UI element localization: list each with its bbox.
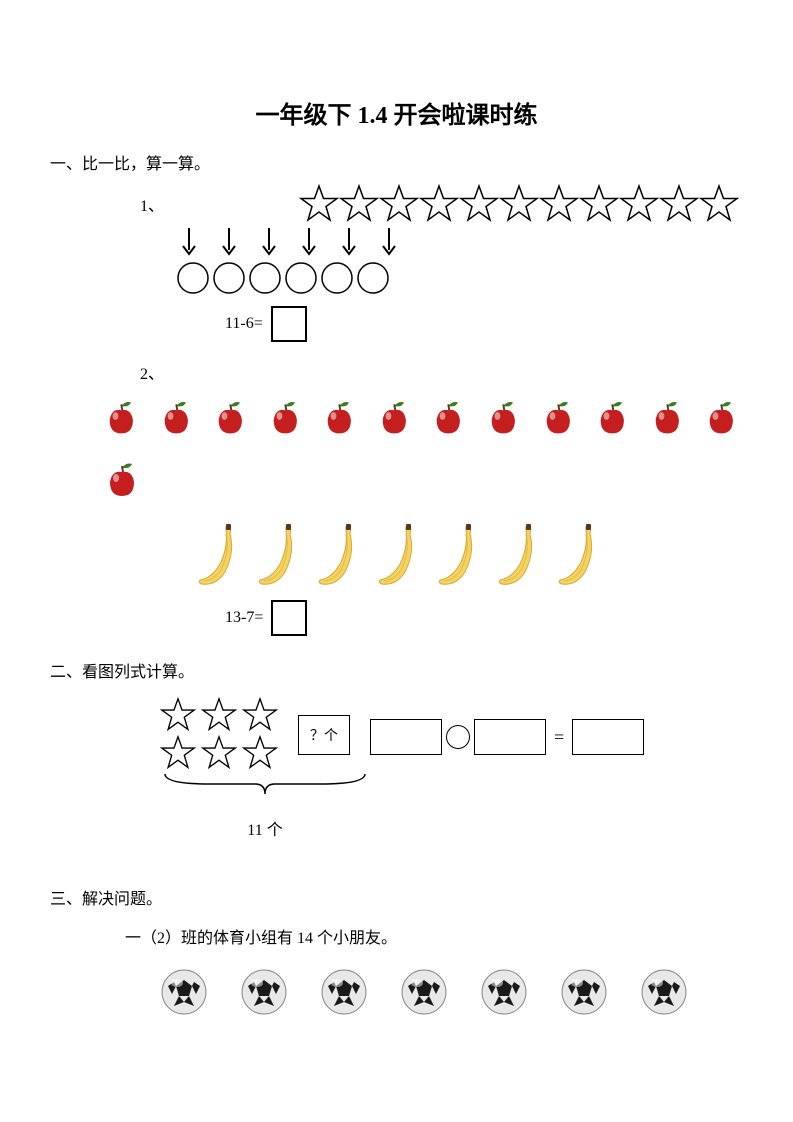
circle-icon	[283, 260, 319, 296]
section3-header: 三、解决问题。	[50, 885, 743, 909]
arrows-row	[180, 226, 743, 258]
page-title: 一年级下 1.4 开会啦课时练	[50, 95, 743, 130]
apple-icon	[318, 394, 361, 438]
star-icon	[499, 184, 539, 224]
op-circle[interactable]	[446, 725, 470, 749]
equation-1: 11-6=	[225, 306, 743, 342]
star-icon	[299, 184, 339, 224]
soccer-ball-icon	[560, 968, 608, 1016]
star-icon	[579, 184, 619, 224]
soccer-ball-icon	[160, 968, 208, 1016]
apple-icon	[209, 394, 252, 438]
apple-icon	[373, 394, 416, 438]
apple-icon	[427, 394, 470, 438]
question-box: ？个	[298, 715, 350, 755]
star-icon	[242, 735, 278, 771]
apple-icon	[482, 394, 525, 438]
apple-icon	[537, 394, 580, 438]
banana-icon	[430, 520, 482, 590]
section2-figure: ？个 =	[160, 697, 743, 771]
apples-row-2	[100, 456, 743, 500]
circle-icon	[175, 260, 211, 296]
bananas-row	[190, 520, 743, 590]
eq-box-3[interactable]	[572, 719, 644, 755]
star-icon	[619, 184, 659, 224]
star-icon	[242, 697, 278, 733]
brace	[160, 769, 743, 804]
star-icon	[160, 735, 196, 771]
star-icon	[379, 184, 419, 224]
answer-box-2[interactable]	[271, 600, 307, 636]
brace-label: 11 个	[160, 816, 370, 840]
soccer-ball-icon	[480, 968, 528, 1016]
star-icon	[539, 184, 579, 224]
stars-row-1	[299, 184, 739, 224]
soccer-ball-icon	[400, 968, 448, 1016]
equation1-text: 11-6=	[225, 315, 263, 333]
banana-icon	[250, 520, 302, 590]
soccer-ball-icon	[640, 968, 688, 1016]
star-icon	[160, 697, 196, 733]
star-icon	[339, 184, 379, 224]
problem2-number: 2、	[140, 360, 743, 384]
apple-icon	[700, 394, 743, 438]
soccer-ball-icon	[240, 968, 288, 1016]
star-icon	[659, 184, 699, 224]
star-icon	[201, 697, 237, 733]
section1-header: 一、比一比，算一算。	[50, 150, 743, 174]
star-icon	[459, 184, 499, 224]
section2-header: 二、看图列式计算。	[50, 658, 743, 682]
banana-icon	[190, 520, 242, 590]
down-arrow-icon	[220, 226, 238, 258]
apple-icon	[100, 456, 144, 500]
down-arrow-icon	[260, 226, 278, 258]
apple-icon	[591, 394, 634, 438]
star-icon	[419, 184, 459, 224]
section3-text: 一（2）班的体育小组有 14 个小朋友。	[125, 924, 743, 948]
answer-box-1[interactable]	[271, 306, 307, 342]
banana-icon	[490, 520, 542, 590]
star-icon	[201, 735, 237, 771]
stars-grid	[160, 697, 278, 771]
eq-box-1[interactable]	[370, 719, 442, 755]
equation2-text: 13-7=	[225, 609, 263, 627]
circles-row	[175, 260, 743, 296]
banana-icon	[370, 520, 422, 590]
circle-icon	[247, 260, 283, 296]
circle-icon	[319, 260, 355, 296]
down-arrow-icon	[380, 226, 398, 258]
circle-icon	[211, 260, 247, 296]
problem1-number: 1、	[140, 192, 164, 216]
down-arrow-icon	[340, 226, 358, 258]
down-arrow-icon	[300, 226, 318, 258]
star-icon	[699, 184, 739, 224]
equals-sign: =	[554, 727, 564, 748]
apple-icon	[264, 394, 307, 438]
eq-box-2[interactable]	[474, 719, 546, 755]
down-arrow-icon	[180, 226, 198, 258]
soccer-ball-icon	[320, 968, 368, 1016]
banana-icon	[550, 520, 602, 590]
apple-icon	[155, 394, 198, 438]
apple-icon	[100, 394, 143, 438]
circle-icon	[355, 260, 391, 296]
banana-icon	[310, 520, 362, 590]
apples-row-1	[100, 394, 743, 438]
apple-icon	[646, 394, 689, 438]
balls-row	[160, 968, 743, 1016]
equation-2: 13-7=	[225, 600, 743, 636]
equation-boxes: =	[370, 719, 644, 755]
